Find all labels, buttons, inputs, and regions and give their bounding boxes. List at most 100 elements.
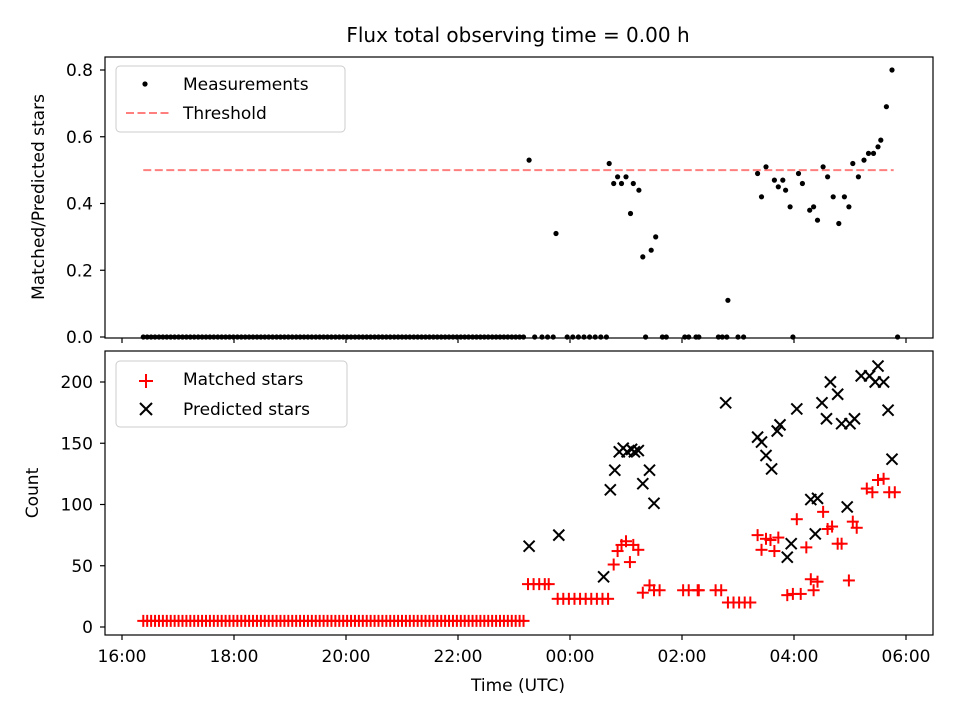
predicted-star-point: [719, 396, 732, 410]
measurement-point: [883, 104, 890, 110]
top-y-tick-label: 0.0: [66, 328, 93, 348]
measurement-point: [895, 334, 901, 340]
matched-star-point: [751, 529, 764, 542]
measurement-point: [861, 157, 867, 163]
measurement-point: [545, 334, 551, 340]
measurement-point: [663, 334, 669, 340]
measurement-point: [592, 334, 598, 340]
predicted-star-point: [755, 435, 768, 449]
legend-threshold-label: Threshold: [182, 104, 267, 124]
measurement-point: [875, 144, 881, 150]
matched-star-point: [764, 534, 777, 547]
matched-star-point: [877, 472, 890, 485]
matched-star-point: [817, 505, 830, 518]
x-tick-label: 04:00: [770, 647, 819, 667]
measurement-point: [775, 184, 781, 190]
predicted-star-point: [643, 463, 656, 477]
measurement-point: [855, 174, 862, 180]
measurement-point: [841, 194, 848, 200]
predicted-star-point: [809, 527, 822, 541]
bottom-marks: [137, 359, 901, 627]
matched-star-point: [888, 486, 901, 499]
measurement-point: [725, 297, 731, 303]
top-y-axis-label: Matched/Predicted stars: [29, 94, 49, 300]
matched-star-point: [620, 535, 632, 548]
x-tick-label: 20:00: [322, 647, 371, 667]
measurement-point: [575, 334, 582, 340]
measurement-point: [618, 180, 625, 187]
measurement-point: [615, 174, 621, 180]
predicted-star-point: [877, 375, 890, 389]
measurement-point: [553, 230, 559, 237]
predicted-star-point: [811, 492, 824, 505]
measurement-point: [636, 187, 642, 193]
matched-star-point: [772, 531, 785, 544]
top-y-tick-label: 0.6: [66, 128, 93, 148]
matched-star-point: [781, 589, 794, 602]
x-tick-label: 22:00: [434, 647, 483, 667]
bottom-legend: Matched stars Predicted stars: [115, 360, 348, 428]
matched-star-point: [768, 545, 781, 558]
matched-star-point: [755, 543, 768, 556]
measurement-point: [741, 334, 747, 340]
x-axis-label: Time (UTC): [470, 676, 565, 696]
bottom-y-tick-label: 50: [71, 557, 93, 577]
legend-predicted-label: Predicted stars: [183, 400, 310, 420]
measurement-point: [627, 210, 634, 217]
matched-star-point: [842, 574, 855, 587]
measurement-point: [780, 177, 786, 183]
measurement-point: [836, 220, 842, 227]
bottom-y-tick-label: 200: [61, 373, 93, 393]
bottom-panel: 0 50 100 150 200 16:00 18:00 20:00 22:00 00:00 02…: [23, 350, 934, 696]
measurement-point: [520, 334, 527, 340]
matched-star-point: [804, 573, 817, 586]
measurement-point: [758, 194, 765, 200]
bottom-x-ticks: 16:00 18:00 20:00 22:00 00:00 02:00 04:00 06:00: [98, 635, 931, 667]
predicted-star-point: [885, 452, 899, 466]
legend-matched-marker: [139, 374, 153, 388]
top-x-ticks: [121, 338, 907, 343]
matched-star-point: [632, 543, 645, 556]
measurement-point: [640, 254, 646, 260]
measurement-point: [763, 164, 769, 170]
measurement-point: [755, 170, 761, 177]
chart-title: Flux total observing time = 0.00 h: [346, 23, 689, 47]
matched-star-point: [835, 537, 848, 550]
measurement-point: [611, 180, 617, 187]
measurement-point: [526, 157, 532, 163]
predicted-star-point: [831, 388, 844, 401]
measurement-point: [724, 334, 730, 340]
measurement-point: [878, 137, 884, 143]
measurement-point: [719, 334, 725, 340]
bottom-y-tick-label: 100: [61, 496, 93, 516]
measurement-point: [735, 334, 741, 340]
matched-star-point: [794, 587, 807, 600]
matched-star-point: [826, 520, 839, 533]
measurement-point: [787, 204, 793, 210]
measurement-point: [630, 180, 636, 187]
predicted-star-point: [647, 497, 661, 510]
predicted-star-point: [770, 424, 784, 438]
measurement-point: [846, 204, 852, 210]
predicted-star-point: [848, 412, 861, 425]
matched-star-point: [602, 592, 615, 605]
predicted-star-point: [784, 537, 798, 550]
predicted-star-point: [759, 449, 773, 462]
x-tick-label: 02:00: [658, 647, 707, 667]
top-axes-frame: [104, 56, 934, 339]
measurement-point: [643, 334, 649, 340]
measurement-point: [790, 334, 796, 340]
bottom-y-ticks: 0 50 100 150 200: [61, 373, 105, 638]
measurement-point: [830, 194, 836, 200]
predicted-star-point: [608, 463, 622, 477]
predicted-star-point: [522, 539, 536, 553]
matched-star-point: [846, 515, 859, 528]
predicted-star-point: [765, 462, 778, 476]
legend-measurements-label: Measurements: [183, 75, 309, 95]
measurement-point: [820, 164, 826, 170]
measurement-point: [686, 334, 692, 340]
predicted-star-point: [604, 483, 617, 497]
matched-star-point: [790, 513, 803, 526]
top-y-tick-label: 0.8: [66, 61, 93, 81]
top-legend-box: [115, 65, 346, 133]
